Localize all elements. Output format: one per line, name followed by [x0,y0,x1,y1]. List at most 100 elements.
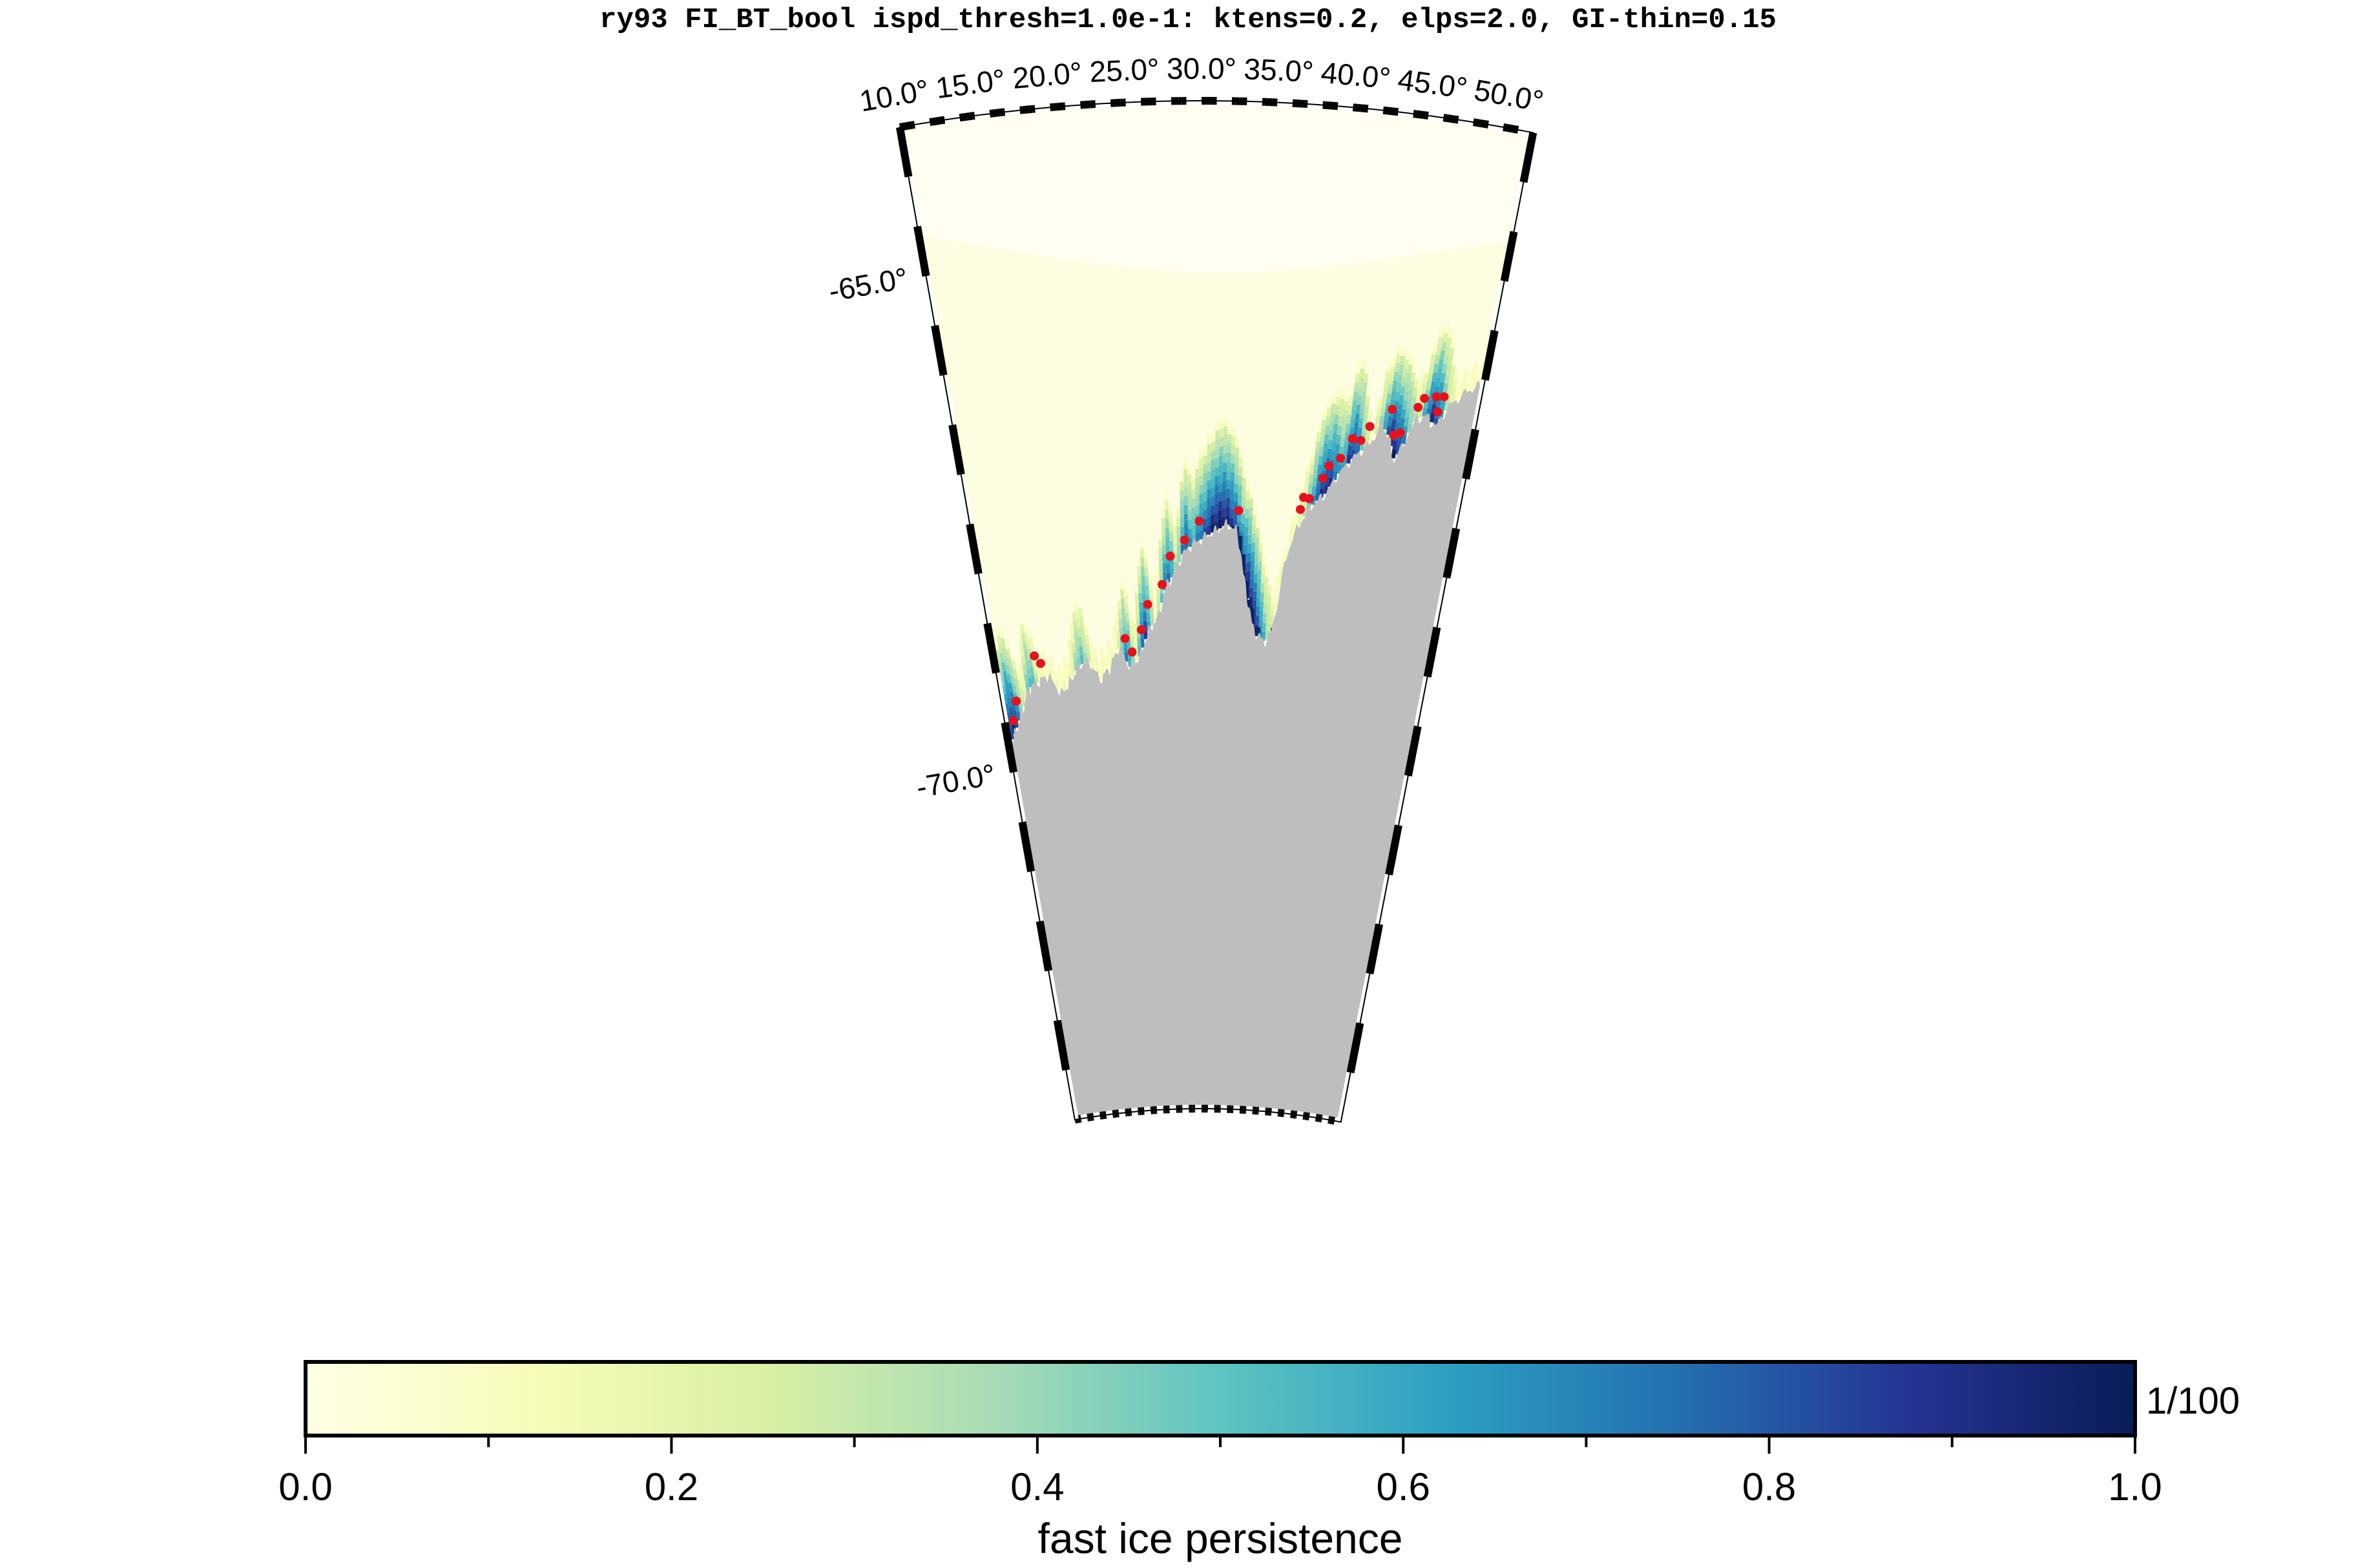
fast-ice-cell [1191,498,1195,507]
fast-ice-cell [1325,425,1330,435]
fast-ice-cell [1249,588,1253,597]
fast-ice-cell [1310,456,1315,466]
fast-ice-cell [1143,549,1147,558]
fast-ice-cell [1180,500,1184,509]
fast-ice-cell [1195,478,1199,487]
fast-ice-cell [1264,596,1267,605]
fast-ice-cell [1134,583,1138,592]
fast-ice-cell [1215,431,1219,440]
fast-ice-cell [1261,574,1265,583]
fast-ice-cell [1140,558,1144,567]
fast-ice-cell [1180,527,1184,536]
fast-ice-cell [1238,467,1243,476]
fast-ice-cell [1256,589,1260,598]
fast-ice-cell [1130,636,1134,645]
fast-ice-cell [1158,549,1162,558]
fast-ice-cell [1199,449,1203,458]
fast-ice-cell [1275,577,1280,586]
fast-ice-cell [1183,487,1187,496]
fast-ice-cell [1234,493,1238,502]
fast-ice-cell [1324,434,1329,444]
fast-ice-cell [1245,491,1250,500]
fast-ice-cell [1309,474,1313,484]
fast-ice-cell [1114,612,1118,622]
fast-ice-cell [1192,525,1196,534]
colorbar-ticks [306,1437,2135,1454]
fast-ice-cell [1165,519,1169,528]
fast-ice-cell [1318,455,1323,465]
fast-ice-cell [1311,486,1316,496]
fast-ice-cell [1274,595,1278,604]
fast-ice-cell [1223,454,1227,463]
grounded-iceberg-marker [1324,461,1333,470]
fast-ice-cell [1322,410,1327,420]
grounded-iceberg-marker [1413,403,1422,412]
fast-ice-cell [1253,592,1257,601]
fast-ice-cell [1227,452,1231,461]
fast-ice-cell [1158,539,1162,549]
fast-ice-cell [1215,458,1219,467]
fast-ice-cell [1241,514,1245,523]
fast-ice-cell [1222,481,1226,490]
lon-label-50: 50.0° [1472,73,1546,118]
fast-ice-cell [1249,508,1253,517]
fast-ice-cell [1259,611,1263,620]
fast-ice-cell [1250,579,1254,588]
fast-ice-cell [1255,556,1258,565]
fast-ice-cell [1164,492,1168,501]
fast-ice-cell [1224,417,1228,426]
fast-ice-cell [1207,444,1211,453]
fast-ice-cell [1249,517,1253,526]
fast-ice-cell [1172,516,1176,525]
fast-ice-cell [1247,544,1251,553]
fast-ice-cell [1211,469,1215,478]
fast-ice-cell [1331,395,1337,404]
fast-ice-cell [1183,478,1187,487]
fast-ice-cell [1305,471,1309,481]
fast-ice-cell [1215,467,1219,476]
fast-ice-cell [1211,496,1214,505]
fast-ice-cell [1304,480,1309,490]
fast-ice-cell [1215,440,1219,449]
fast-ice-cell [1226,497,1230,507]
fast-ice-cell [1235,448,1240,457]
fast-ice-cell [1313,468,1318,478]
lon-label-45: 45.0° [1396,63,1470,105]
fast-ice-cell [1203,455,1207,465]
fast-ice-cell [1199,485,1203,494]
grounded-iceberg-marker [1420,394,1429,403]
fast-ice-cell [1180,473,1183,482]
fast-ice-cell [1191,480,1195,489]
grounded-iceberg-marker [1234,506,1243,515]
fast-ice-cell [1156,570,1160,579]
fast-ice-cell [1177,545,1181,554]
fast-ice-cell [1138,575,1141,584]
fast-ice-cell [1199,458,1203,467]
fast-ice-cell [1176,526,1180,535]
fast-ice-cell [1223,472,1227,481]
fast-ice-cell [1265,569,1269,578]
fast-ice-cell [1227,479,1231,488]
fast-ice-cell [1120,589,1125,598]
fast-ice-cell [1248,526,1252,535]
fast-ice-cell [1133,623,1137,632]
fast-ice-cell [1256,598,1260,607]
fast-ice-cell [1132,614,1136,623]
fast-ice-cell [1115,622,1119,631]
fast-ice-cell [1235,457,1239,466]
fast-ice-cell [1227,443,1232,452]
fast-ice-cell [1203,474,1207,483]
fast-ice-cell [1242,496,1245,505]
fast-ice-cell [1331,403,1336,413]
lon-label-30: 30.0° [1167,52,1236,85]
fast-ice-cell [1256,528,1260,538]
fast-ice-cell [1149,580,1152,589]
plot-title: ry93 FI_BT_bool ispd_thresh=1.0e-1: kten… [599,4,1777,36]
fast-ice-cell [1110,643,1114,652]
fast-ice-cell [1177,554,1181,563]
grounded-iceberg-marker [1009,716,1018,726]
fast-ice-cell [1235,439,1240,448]
fast-ice-cell [1267,603,1271,612]
fast-ice-cell [1290,516,1295,525]
grounded-iceberg-marker [1396,428,1405,437]
